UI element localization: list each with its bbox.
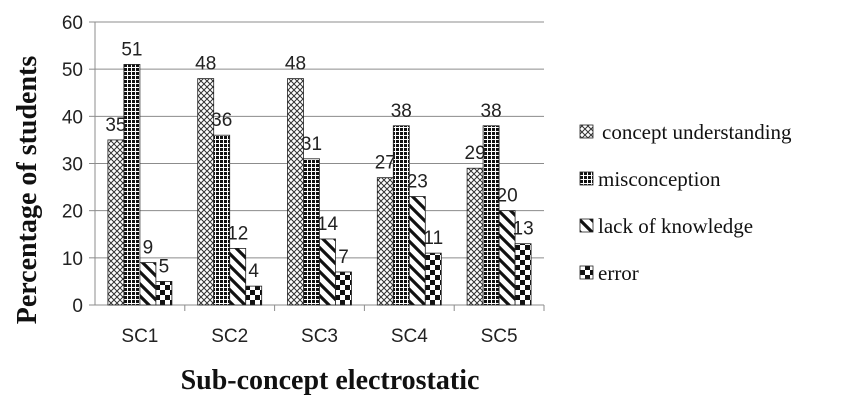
x-axis-title: Sub-concept electrostatic — [181, 365, 480, 396]
bars — [107, 64, 532, 306]
data-label: 31 — [301, 134, 322, 155]
legend-swatch — [579, 218, 594, 233]
data-label: 38 — [481, 101, 502, 122]
data-label: 13 — [513, 219, 534, 240]
bar-sc2-series-4 — [245, 285, 263, 306]
y-axis-title: Percentage of students — [12, 56, 43, 325]
data-label: 4 — [248, 261, 259, 282]
bar-sc1-series-1 — [107, 139, 125, 306]
bar-sc3-series-1 — [287, 78, 304, 306]
y-tick-label: 60 — [62, 13, 83, 34]
y-tick-label: 30 — [62, 155, 83, 176]
x-tick-label: SC1 — [121, 326, 158, 347]
data-label: 23 — [407, 172, 428, 193]
legend-label: concept understanding — [602, 120, 792, 144]
data-labels: 35 51 95 48 36 124 48 31 14 7 27 38 23 11 29 38 20 13 — [105, 39, 533, 282]
data-label: 36 — [211, 110, 232, 131]
data-label: 20 — [497, 186, 518, 207]
legend-swatch — [579, 265, 594, 280]
bar-sc3-series-3 — [319, 238, 336, 306]
data-label: 9 — [143, 238, 154, 259]
data-label: 48 — [195, 54, 216, 75]
bar-sc1-series-4 — [155, 281, 173, 306]
bar-sc4-series-4 — [424, 252, 442, 306]
x-tick-label: SC4 — [391, 326, 428, 347]
data-label: 48 — [285, 54, 306, 75]
bar-sc2-series-2 — [213, 134, 231, 306]
x-tick-label: SC2 — [211, 326, 248, 347]
data-label: 14 — [317, 214, 339, 235]
data-label: 11 — [423, 228, 443, 249]
bar-sc5-series-4 — [514, 243, 532, 306]
bar-sc1-series-2 — [123, 64, 141, 306]
bar-sc3-series-4 — [335, 271, 352, 306]
y-tick-label: 50 — [62, 60, 83, 81]
legend-label: lack of knowledge — [598, 214, 753, 238]
y-tick-label: 40 — [62, 107, 83, 128]
legend-label: error — [598, 261, 639, 285]
y-tick-label: 20 — [62, 202, 83, 223]
y-tick-label: 0 — [72, 296, 83, 317]
data-label: 12 — [227, 223, 248, 244]
legend: concept understanding misconception lack o… — [579, 120, 792, 285]
data-label: 38 — [391, 101, 412, 122]
data-label: 7 — [338, 247, 349, 268]
bar-sc1-series-3 — [139, 262, 157, 306]
x-tick-label: SC3 — [301, 326, 338, 347]
y-axis-ticks: 0 10 20 30 40 50 60 — [62, 13, 95, 317]
bar-sc4-series-1 — [376, 177, 394, 306]
legend-label: misconception — [598, 167, 721, 191]
y-tick-label: 10 — [62, 249, 83, 270]
data-label: 29 — [465, 143, 486, 164]
bar-sc2-series-3 — [229, 247, 247, 306]
x-tick-label: SC5 — [481, 326, 518, 347]
bar-sc5-series-1 — [466, 167, 484, 306]
data-label: 5 — [159, 256, 170, 277]
data-label: 35 — [105, 115, 126, 136]
x-axis-ticks: SC1 SC2 SC3 SC4 SC5 — [121, 305, 545, 347]
data-label: 27 — [375, 153, 396, 174]
bar-sc3-series-2 — [303, 158, 320, 306]
data-label: 51 — [121, 39, 142, 60]
legend-swatch — [579, 171, 594, 186]
bar-sc4-series-3 — [408, 196, 426, 306]
legend-swatch — [579, 124, 594, 139]
